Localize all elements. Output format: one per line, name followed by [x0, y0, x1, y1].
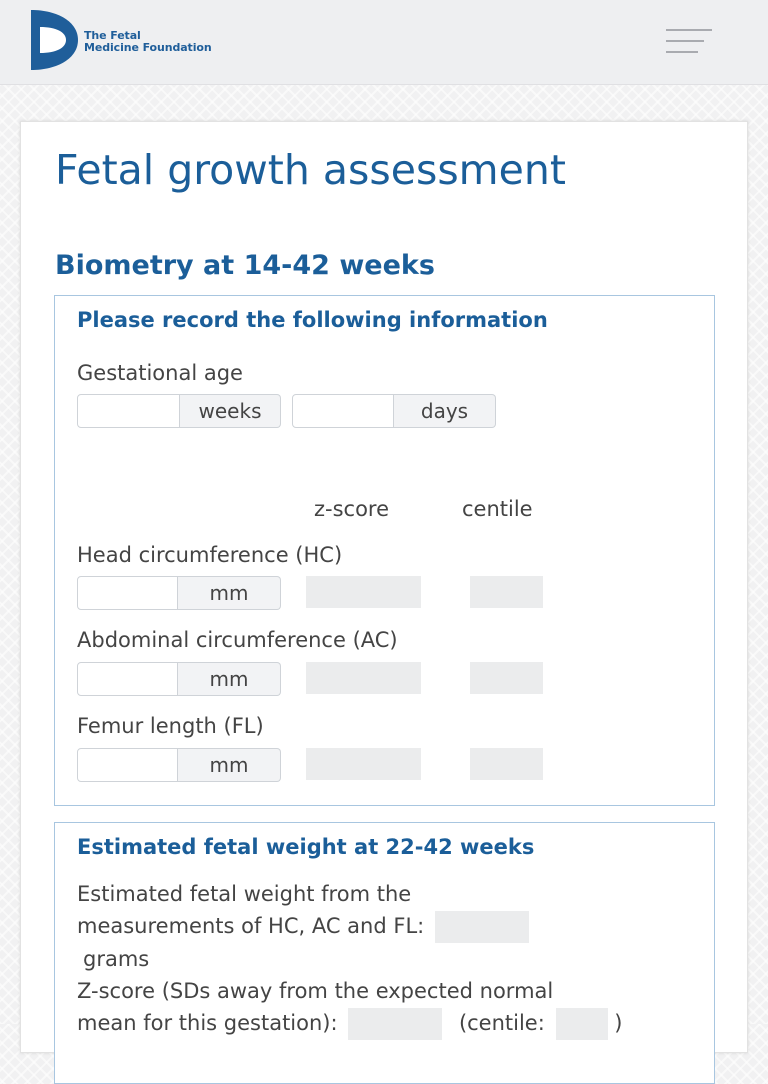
fmf-logo-icon [31, 10, 78, 70]
efw-zscore-output [348, 1008, 443, 1040]
hc-centile-output [470, 576, 543, 608]
hc-zscore-output [306, 576, 421, 608]
efw-text-line1: Estimated fetal weight from the [77, 882, 412, 906]
logo-line2: Medicine Foundation [84, 41, 212, 54]
efw-weight-output [434, 911, 529, 943]
efw-text-line2: measurements of HC, AC and FL: [77, 914, 425, 938]
ac-label: Abdominal circumference (AC) [77, 628, 398, 652]
hamburger-menu-icon[interactable] [664, 28, 714, 54]
page-title: Fetal growth assessment [55, 146, 566, 194]
ac-centile-output [470, 662, 543, 694]
fl-input-group: mm [77, 748, 281, 782]
fl-unit: mm [178, 748, 281, 782]
days-input-group: days [292, 394, 496, 428]
gestational-age-label: Gestational age [77, 361, 243, 385]
fl-zscore-output [306, 748, 421, 780]
days-input[interactable] [292, 394, 394, 428]
ac-input-group: mm [77, 662, 281, 696]
fl-centile-output [470, 748, 543, 780]
days-unit: days [394, 394, 496, 428]
biometry-panel: Please record the following information … [54, 295, 715, 806]
efw-panel: Estimated fetal weight at 22-42 weeks Es… [54, 822, 715, 1084]
efw-text-line4: Z-score (SDs away from the expected norm… [77, 979, 554, 1003]
efw-centile-suffix: ) [614, 1011, 623, 1035]
section-title: Biometry at 14-42 weeks [55, 250, 435, 281]
site-header: The Fetal Medicine Foundation [0, 0, 768, 85]
hc-input[interactable] [77, 576, 178, 610]
logo-text: The Fetal Medicine Foundation [84, 30, 212, 54]
ac-zscore-output [306, 662, 421, 694]
efw-text-line5: mean for this gestation): [77, 1011, 338, 1035]
zscore-column-header: z-score [314, 497, 390, 521]
efw-heading: Estimated fetal weight at 22-42 weeks [77, 835, 535, 859]
fl-input[interactable] [77, 748, 178, 782]
fl-label: Femur length (FL) [77, 714, 264, 738]
weeks-input[interactable] [77, 394, 180, 428]
logo-line1: The Fetal [84, 29, 141, 42]
hc-input-group: mm [77, 576, 281, 610]
weeks-unit: weeks [180, 394, 281, 428]
hc-label: Head circumference (HC) [77, 543, 343, 567]
weeks-input-group: weeks [77, 394, 281, 428]
efw-centile-prefix: (centile: [458, 1011, 545, 1035]
fmf-logo[interactable]: The Fetal Medicine Foundation [28, 8, 228, 74]
biometry-heading: Please record the following information [77, 308, 548, 332]
efw-text-line2-wrap: measurements of HC, AC and FL: [77, 910, 529, 943]
ac-unit: mm [178, 662, 281, 696]
efw-centile-output [555, 1008, 608, 1040]
calculator-card: Fetal growth assessment Biometry at 14-4… [20, 121, 748, 1084]
hc-unit: mm [178, 576, 281, 610]
centile-column-header: centile [462, 497, 533, 521]
efw-unit: grams [83, 947, 150, 971]
ac-input[interactable] [77, 662, 178, 696]
